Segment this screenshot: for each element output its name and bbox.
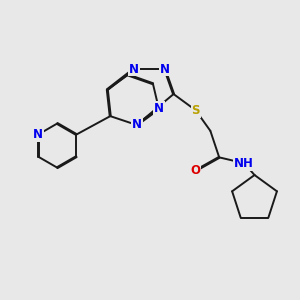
Text: S: S bbox=[191, 104, 200, 117]
Text: N: N bbox=[33, 128, 43, 141]
Text: O: O bbox=[190, 164, 201, 177]
Text: N: N bbox=[154, 102, 164, 115]
Text: NH: NH bbox=[234, 157, 254, 170]
Text: N: N bbox=[160, 62, 170, 76]
Text: N: N bbox=[129, 62, 139, 76]
Text: N: N bbox=[132, 118, 142, 131]
